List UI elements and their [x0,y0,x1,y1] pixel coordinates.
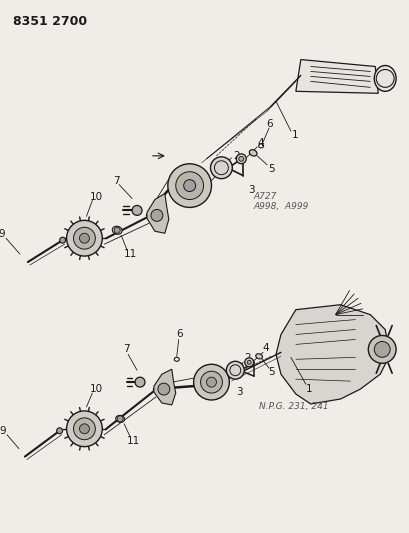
Text: 1: 1 [305,384,311,394]
Ellipse shape [373,66,395,91]
Ellipse shape [244,358,253,367]
Text: 10: 10 [90,191,103,201]
Circle shape [117,416,123,422]
Circle shape [56,428,63,434]
Polygon shape [295,60,378,93]
Text: 9: 9 [0,426,7,436]
Polygon shape [146,193,169,233]
Text: 5: 5 [267,367,274,377]
Circle shape [59,237,65,243]
Ellipse shape [210,157,232,179]
Text: 2: 2 [243,353,250,364]
Circle shape [367,335,395,364]
Circle shape [73,418,95,440]
Circle shape [66,220,102,256]
Ellipse shape [249,150,256,156]
Text: 9: 9 [0,229,5,239]
Circle shape [79,233,89,243]
Ellipse shape [238,156,243,161]
Circle shape [132,205,142,215]
Text: 11: 11 [123,249,136,259]
Text: 6: 6 [266,119,273,129]
Text: 1: 1 [291,130,297,140]
Circle shape [183,180,195,191]
Circle shape [135,377,145,387]
Circle shape [206,377,216,387]
Ellipse shape [255,354,262,359]
Text: A727: A727 [253,192,276,201]
Circle shape [373,342,389,357]
Ellipse shape [236,154,246,164]
Text: 5: 5 [267,164,274,174]
Circle shape [200,371,222,393]
Text: 7: 7 [112,176,119,185]
Polygon shape [153,369,175,405]
Ellipse shape [247,360,251,364]
Circle shape [175,172,203,199]
Circle shape [157,383,169,395]
Circle shape [79,424,89,434]
Text: 4: 4 [257,138,264,148]
Text: 3: 3 [247,184,254,195]
Circle shape [151,209,162,221]
Text: 10: 10 [90,384,103,394]
Text: 8351 2700: 8351 2700 [13,15,87,28]
Text: A998,  A999: A998, A999 [253,202,308,211]
Text: 7: 7 [123,344,129,354]
Text: 6: 6 [176,329,182,340]
Ellipse shape [115,415,124,422]
Text: 2: 2 [232,151,239,161]
Text: 11: 11 [126,435,139,446]
Circle shape [66,411,102,447]
Circle shape [73,227,95,249]
Circle shape [114,227,120,233]
Ellipse shape [112,226,122,235]
Text: N.P.G. 231, 241: N.P.G. 231, 241 [258,402,328,411]
Circle shape [167,164,211,207]
Circle shape [193,364,229,400]
Text: 3: 3 [236,387,242,397]
Text: 4: 4 [262,343,269,353]
Ellipse shape [226,361,244,379]
Polygon shape [275,305,389,404]
